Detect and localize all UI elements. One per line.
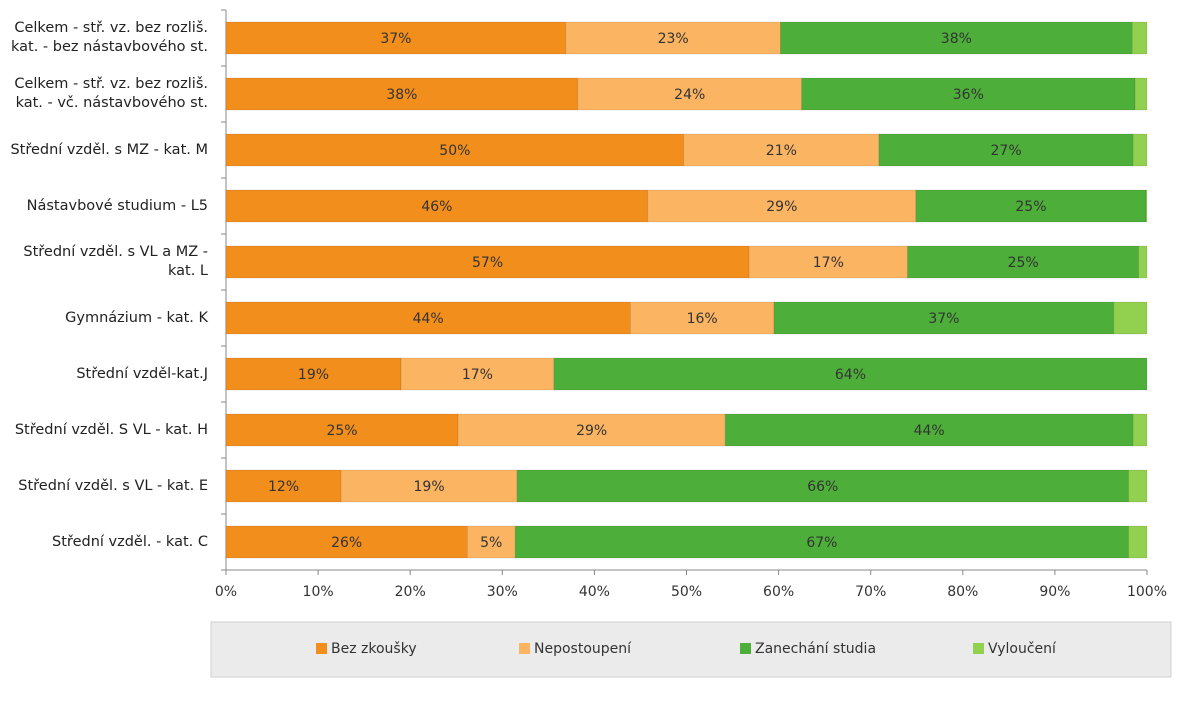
bar-segment	[225, 357, 402, 391]
bar-segment	[225, 21, 567, 55]
x-tick-label: 50%	[671, 584, 702, 600]
bar-segment	[683, 133, 880, 167]
value-label: 16%	[687, 311, 718, 327]
legend-swatch	[316, 643, 327, 654]
value-label: 19%	[298, 367, 329, 383]
bar-segment	[1131, 21, 1148, 55]
bar-segment	[647, 189, 917, 223]
value-label: 44%	[413, 311, 444, 327]
value-label: 19%	[414, 479, 445, 495]
value-label: 38%	[386, 87, 417, 103]
legend-label: Zanechání studia	[755, 641, 876, 657]
x-tick-label: 10%	[303, 584, 334, 600]
bar-segment	[225, 301, 631, 335]
value-label: 21%	[766, 143, 797, 159]
value-label: 44%	[914, 423, 945, 439]
value-label: 64%	[835, 367, 866, 383]
bar-segment	[1132, 133, 1148, 167]
bar-segment	[915, 189, 1147, 223]
value-label: 12%	[268, 479, 299, 495]
bar-segment	[1128, 469, 1148, 503]
legend-box	[210, 621, 1172, 678]
bar-segment	[514, 525, 1129, 559]
x-tick-label: 0%	[215, 584, 237, 600]
y-tick-label: Střední vzděl-kat.J	[76, 365, 208, 382]
bar-segment	[467, 525, 516, 559]
value-label: 66%	[807, 479, 838, 495]
value-label: 46%	[421, 199, 452, 215]
bar-segment	[630, 301, 775, 335]
y-tick-label: Střední vzděl. - kat. C	[52, 533, 208, 550]
bar-segment	[1145, 189, 1148, 223]
legend-swatch	[973, 643, 984, 654]
value-label: 29%	[576, 423, 607, 439]
x-tick-label: 70%	[855, 584, 886, 600]
y-tick-label: Střední vzděl. s VL - kat. E	[18, 477, 208, 494]
x-tick-label: 20%	[395, 584, 426, 600]
x-tick-label: 40%	[579, 584, 610, 600]
bar-segment	[907, 245, 1140, 279]
value-label: 25%	[1008, 255, 1039, 271]
bar-segment	[780, 21, 1133, 55]
value-label: 37%	[380, 31, 411, 47]
bar-segment	[724, 413, 1134, 447]
bar-segment	[801, 77, 1136, 111]
value-label: 36%	[953, 87, 984, 103]
x-tick-label: 30%	[487, 584, 518, 600]
y-tick-label: Střední vzděl. S VL - kat. H	[14, 421, 208, 438]
bar-segment	[1128, 525, 1148, 559]
x-tick-label: 60%	[763, 584, 794, 600]
value-label: 67%	[806, 535, 837, 551]
value-label: 5%	[480, 535, 502, 551]
value-label: 50%	[439, 143, 470, 159]
legend-label: Bez zkoušky	[331, 641, 417, 657]
y-tick-label: Gymnázium - kat. K	[65, 309, 208, 326]
bar-segment	[1134, 77, 1148, 111]
bar-segment	[400, 357, 555, 391]
y-tick-label: Celkem - stř. vz. bez rozliš. kat. - vč.…	[14, 76, 208, 111]
x-tick-label: 90%	[1039, 584, 1070, 600]
legend-label: Vyloučení	[988, 641, 1057, 657]
value-label: 29%	[766, 199, 797, 215]
x-tick-label: 80%	[947, 584, 978, 600]
value-label: 38%	[941, 31, 972, 47]
bar-segment	[225, 133, 685, 167]
y-tick-label: Celkem - stř. vz. bez rozliš. kat. - bez…	[11, 20, 208, 55]
legend-label: Nepostoupení	[534, 641, 632, 657]
value-label: 24%	[674, 87, 705, 103]
y-tick-label: Střední vzděl. s VL a MZ - kat. L	[23, 244, 208, 279]
y-tick-label: Nástavbové studium - L5	[26, 197, 208, 214]
bar-segment	[577, 77, 802, 111]
bar-segment	[340, 469, 518, 503]
value-label: 57%	[472, 255, 503, 271]
bar-segment	[225, 413, 459, 447]
value-label: 23%	[658, 31, 689, 47]
bar-segment	[225, 469, 342, 503]
bar-segment	[1113, 301, 1148, 335]
bar-segment	[225, 525, 468, 559]
value-label: 37%	[928, 311, 959, 327]
bar-segment	[1132, 413, 1148, 447]
legend-swatch	[740, 643, 751, 654]
y-tick-label: Střední vzděl. s MZ - kat. M	[10, 141, 208, 158]
value-label: 25%	[1015, 199, 1046, 215]
bar-segment	[878, 133, 1134, 167]
value-label: 26%	[331, 535, 362, 551]
value-label: 17%	[813, 255, 844, 271]
value-label: 17%	[462, 367, 493, 383]
value-label: 27%	[991, 143, 1022, 159]
x-tick-label: 100%	[1127, 584, 1167, 600]
bar-segment	[553, 357, 1148, 391]
bar-segment	[1138, 245, 1148, 279]
bar-segment	[748, 245, 908, 279]
legend-swatch	[519, 643, 530, 654]
value-label: 25%	[326, 423, 357, 439]
bar-segment	[225, 77, 579, 111]
